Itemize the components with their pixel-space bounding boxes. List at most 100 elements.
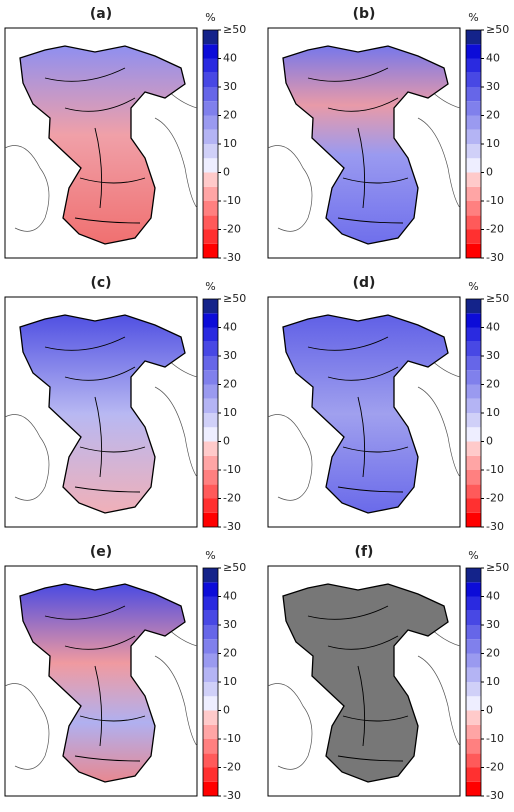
colorbar-tick-label: -30	[223, 251, 241, 264]
colorbar-band	[203, 370, 218, 385]
panel-label: (b)	[353, 6, 376, 22]
colorbar-band	[203, 172, 218, 187]
colorbar-band	[203, 44, 218, 59]
colorbar-tick-label: -10	[223, 194, 241, 207]
colorbar-tick-label: 0	[486, 166, 493, 179]
colorbar-band	[203, 384, 218, 399]
colorbar-band	[203, 243, 218, 258]
colorbar-tick-label: -10	[486, 732, 504, 745]
colorbar-tick-label: -30	[486, 520, 504, 533]
colorbar-tick-label: ≥50	[486, 561, 509, 574]
colorbar-band	[203, 767, 218, 782]
colorbar-tick-label: -30	[486, 789, 504, 802]
colorbar-tick-label: 10	[223, 406, 237, 419]
colorbar-tick-label: 30	[223, 80, 237, 93]
colorbar-band	[466, 682, 481, 697]
colorbar-band	[203, 413, 218, 428]
colorbar-band	[466, 767, 481, 782]
colorbar-band	[203, 696, 218, 711]
colorbar-band	[466, 596, 481, 611]
panel-label: (f)	[355, 544, 374, 560]
panel: (f) % ≥50 40 30 20 10 0 -10 -20 -30	[267, 544, 509, 802]
colorbar-tick-label: -20	[223, 492, 241, 505]
colorbar-band	[203, 682, 218, 697]
colorbar-tick-label: 20	[223, 647, 237, 660]
colorbar-tick-label: 20	[223, 109, 237, 122]
colorbar-band	[203, 596, 218, 611]
colorbar-band	[466, 129, 481, 144]
colorbar-band	[466, 72, 481, 87]
colorbar-band	[466, 356, 481, 371]
colorbar-band	[203, 739, 218, 754]
colorbar-tick-label: -20	[223, 223, 241, 236]
colorbar-band	[203, 158, 218, 173]
colorbar-band	[466, 498, 481, 513]
colorbar-tick-label: 40	[486, 52, 500, 65]
colorbar-band	[466, 568, 481, 583]
colorbar-tick-label: 0	[223, 704, 230, 717]
colorbar-tick-label: 10	[486, 137, 500, 150]
colorbar-band	[466, 384, 481, 399]
colorbar-tick-label: 40	[223, 52, 237, 65]
colorbar-band	[203, 398, 218, 413]
colorbar-band	[466, 398, 481, 413]
colorbar-tick-label: ≥50	[223, 23, 246, 36]
colorbar-band	[466, 724, 481, 739]
colorbar-tick-label: ≥50	[223, 561, 246, 574]
rivers	[307, 336, 409, 493]
colorbar-band	[466, 158, 481, 173]
colorbar-band	[466, 427, 481, 442]
colorbar-tick-label: -20	[486, 761, 504, 774]
colorbar-tick-label: -20	[223, 761, 241, 774]
colorbar-band	[203, 129, 218, 144]
colorbar-tick-label: 40	[223, 321, 237, 334]
colorbar-band	[203, 186, 218, 201]
colorbar-band	[203, 441, 218, 456]
colorbar-tick-label: 30	[486, 349, 500, 362]
colorbar-band	[466, 710, 481, 725]
colorbar-band	[466, 44, 481, 59]
colorbar-band	[203, 568, 218, 583]
panel-label: (c)	[90, 275, 111, 291]
colorbar-band	[466, 455, 481, 470]
colorbar-tick-label: 40	[486, 590, 500, 603]
panel-label: (a)	[90, 6, 112, 22]
colorbar-band	[203, 313, 218, 328]
colorbar-tick-label: 0	[223, 166, 230, 179]
rivers	[307, 605, 409, 762]
colorbar-band	[203, 87, 218, 102]
colorbar-band	[466, 739, 481, 754]
colorbar-tick-label: 10	[223, 675, 237, 688]
colorbar-band	[203, 356, 218, 371]
colorbar-tick-label: 40	[223, 590, 237, 603]
colorbar-tick-label: -30	[223, 789, 241, 802]
colorbar-band	[466, 215, 481, 230]
colorbar-tick-label: -10	[223, 463, 241, 476]
colorbar-tick-label: -30	[486, 251, 504, 264]
colorbar-band	[466, 101, 481, 116]
colorbar-band	[466, 327, 481, 342]
colorbar-band	[203, 455, 218, 470]
colorbar-tick-label: 0	[223, 435, 230, 448]
panel: (a) % ≥50 40 30 20 10 0 -10 -20 -30	[4, 6, 246, 264]
colorbar-band	[466, 667, 481, 682]
colorbar-band	[466, 625, 481, 640]
colorbar-band	[203, 724, 218, 739]
colorbar-band	[203, 625, 218, 640]
colorbar-band	[466, 30, 481, 45]
colorbar-unit: %	[205, 280, 215, 293]
colorbar-tick-label: -20	[486, 223, 504, 236]
colorbar-band	[466, 753, 481, 768]
panel-label: (e)	[90, 544, 112, 560]
colorbar-band	[203, 30, 218, 45]
colorbar-tick-label: 30	[486, 618, 500, 631]
colorbar-band	[203, 58, 218, 73]
colorbar-tick-label: ≥50	[486, 23, 509, 36]
colorbar-band	[466, 186, 481, 201]
colorbar-band	[466, 87, 481, 102]
colorbar-tick-label: 10	[486, 675, 500, 688]
colorbar-tick-label: 0	[486, 435, 493, 448]
colorbar-band	[466, 172, 481, 187]
colorbar-band	[203, 101, 218, 116]
